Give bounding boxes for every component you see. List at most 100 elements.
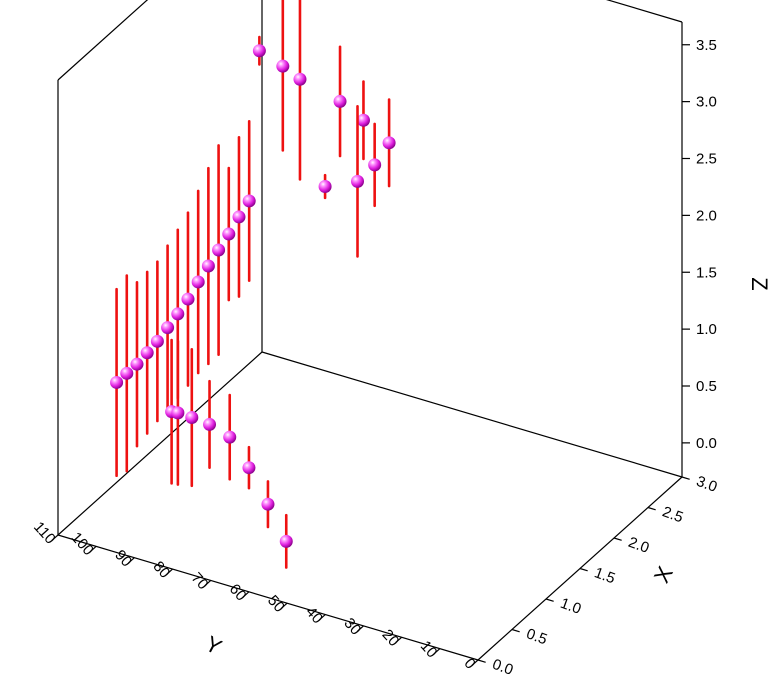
data-point [276, 0, 290, 152]
data-marker [351, 174, 365, 188]
data-marker [293, 72, 307, 86]
data-point [252, 35, 266, 66]
y-tick-label: 110 [30, 519, 59, 548]
data-point [222, 166, 236, 302]
data-point [161, 244, 175, 411]
data-marker [185, 411, 199, 425]
data-marker [252, 44, 266, 58]
x-tick-label: 2.5 [660, 503, 685, 526]
data-point [120, 274, 134, 473]
data-point [279, 513, 293, 569]
data-marker [203, 417, 217, 431]
wall-top-right-edge [605, 0, 683, 23]
data-point [130, 280, 144, 448]
y-axis-line [57, 534, 479, 661]
data-marker [171, 406, 185, 420]
data-marker [212, 243, 226, 257]
x-tick-mark [545, 598, 554, 602]
z-axis-title: Z [747, 277, 769, 290]
wall-top-left-edge [57, 0, 149, 81]
y-tick-mark [318, 614, 326, 621]
data-point [185, 347, 199, 488]
y-tick-mark [242, 591, 250, 598]
data-point [203, 379, 217, 469]
z-tick-label: 0.0 [696, 435, 717, 452]
data-point [223, 393, 237, 481]
y-tick-label: 50 [264, 592, 288, 616]
y-tick-label: 100 [68, 529, 97, 559]
data-marker [222, 227, 236, 241]
data-marker [368, 158, 382, 172]
data-point [212, 144, 226, 356]
data-point [232, 136, 246, 298]
y-tick-label: 20 [379, 626, 403, 650]
y-tick-label: 70 [188, 569, 212, 593]
data-marker [242, 194, 256, 208]
x-tick-label: 1.0 [558, 595, 583, 618]
data-series [110, 0, 396, 569]
data-marker [318, 179, 332, 193]
data-marker [161, 321, 175, 335]
data-marker [242, 461, 256, 475]
x-tick-label: 0.5 [524, 625, 549, 648]
x-axis-title: X [649, 562, 678, 587]
y-tick-label: 80 [149, 558, 173, 582]
x-tick-mark [477, 659, 486, 663]
data-marker [181, 292, 195, 306]
data-marker [130, 357, 144, 371]
z-tick-label: 1.5 [696, 264, 717, 281]
x-tick-label: 0.0 [490, 656, 515, 679]
x-tick-mark [613, 537, 622, 541]
data-marker [140, 346, 154, 360]
y-tick-mark [51, 534, 59, 541]
y-tick-mark [89, 545, 97, 553]
y-tick-mark [128, 557, 135, 564]
data-marker [191, 275, 205, 289]
data-point [181, 211, 195, 387]
y-tick-mark [471, 659, 479, 666]
y-axis-title: Y [201, 631, 226, 660]
data-marker [382, 136, 396, 150]
data-point [261, 480, 275, 529]
data-point [150, 260, 164, 423]
x-tick-mark [681, 476, 690, 480]
data-point [171, 339, 185, 486]
z-tick-label: 3.5 [696, 37, 717, 54]
z-tick-label: 1.0 [696, 321, 717, 338]
data-marker [261, 497, 275, 511]
y-tick-label: 0 [461, 655, 479, 673]
data-point [140, 270, 154, 435]
z-tick-label: 2.5 [696, 151, 717, 168]
y-tick-mark [166, 568, 173, 575]
data-point [191, 189, 205, 375]
floor-edge-back-right [261, 351, 683, 478]
z-tick-label: 3.0 [696, 94, 717, 111]
data-marker [279, 534, 293, 548]
data-point [293, 0, 307, 181]
x-tick-label: 2.0 [626, 534, 651, 557]
floor-edge-back-left [57, 351, 263, 536]
data-point [110, 287, 124, 478]
x-tick-label: 1.5 [592, 564, 617, 587]
data-point [242, 120, 256, 282]
data-point [333, 45, 347, 158]
data-marker [276, 59, 290, 73]
x-tick-mark [579, 567, 588, 572]
data-point [201, 166, 215, 366]
data-point [318, 173, 332, 200]
x-tick-mark [647, 506, 656, 511]
data-marker [120, 366, 134, 380]
y-tick-mark [280, 602, 288, 609]
y-tick-label: 40 [302, 603, 326, 627]
data-marker [232, 210, 246, 224]
y-tick-mark [357, 625, 364, 632]
y-tick-label: 60 [226, 581, 250, 605]
y-tick-label: 90 [111, 547, 135, 571]
y-tick-mark [204, 580, 212, 587]
data-marker [356, 113, 370, 127]
data-point [382, 98, 396, 188]
data-marker [171, 307, 185, 321]
data-point [242, 445, 256, 490]
